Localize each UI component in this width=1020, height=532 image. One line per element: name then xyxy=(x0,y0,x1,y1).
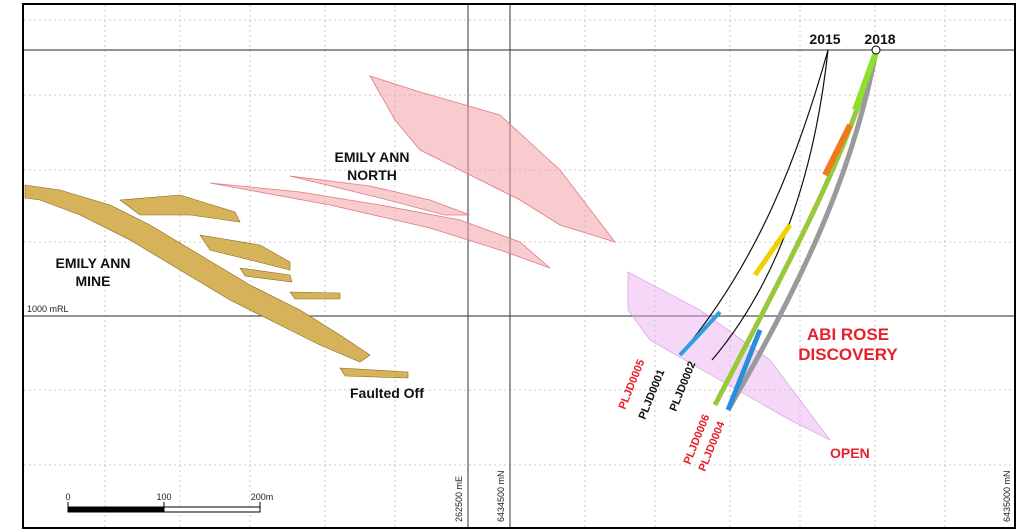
grid xyxy=(24,5,1014,527)
scale-label: 0 xyxy=(65,492,70,502)
deposit-label: EMILY ANN xyxy=(335,149,410,165)
open-label: OPEN xyxy=(830,445,870,461)
note-label: Faulted Off xyxy=(350,385,424,401)
scale-label: 100 xyxy=(156,492,171,502)
deposit-label: EMILY ANN xyxy=(56,255,131,271)
scale-bar xyxy=(67,502,261,513)
reference-lines xyxy=(24,5,1014,527)
collar-label: 2018 xyxy=(864,31,895,47)
deposit-label: NORTH xyxy=(347,167,397,183)
drill-holes xyxy=(678,49,879,412)
north-lenses xyxy=(209,75,617,269)
collar-label: 2015 xyxy=(809,31,840,47)
deposit-label: MINE xyxy=(76,273,111,289)
discovery-label: ABI ROSE xyxy=(807,325,889,344)
scale-label: 200m xyxy=(251,492,274,502)
discovery-label: DISCOVERY xyxy=(798,345,898,364)
level-label: 1000 mRL xyxy=(27,304,69,314)
mine-workings xyxy=(24,184,409,379)
coordinate-label: 262500 mE xyxy=(454,476,464,522)
abi-rose-zone xyxy=(627,271,831,441)
collar-marker xyxy=(871,45,881,55)
coordinate-label: 6434500 mN xyxy=(496,470,506,522)
coordinate-label: 6435000 mN xyxy=(1002,470,1012,522)
